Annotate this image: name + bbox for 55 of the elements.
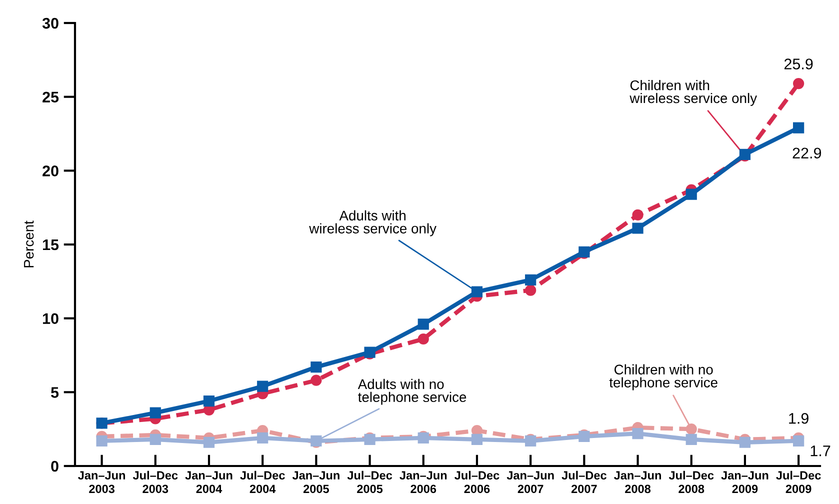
point <box>471 434 483 445</box>
y-tick-label: 5 <box>51 387 59 398</box>
point <box>471 286 483 298</box>
point <box>793 435 804 446</box>
data-label: 1.9 <box>789 412 808 424</box>
point <box>257 380 268 392</box>
y-tick-label: 0 <box>51 460 58 472</box>
data-label: 25.9 <box>784 58 813 70</box>
x-tick-label: Jul–Dec 2008 <box>668 470 714 494</box>
point <box>310 374 322 386</box>
point <box>632 222 644 234</box>
y-tick-label: 30 <box>42 18 58 29</box>
x-tick-label: Jan–Jun 2005 <box>292 471 340 494</box>
x-tick-label: Jan–Jun 2007 <box>506 471 554 494</box>
x-tick-label: Jul–Dec 2004 <box>240 470 285 494</box>
point <box>96 435 108 446</box>
y-tick-label: 20 <box>42 166 58 176</box>
y-tick-label: 15 <box>43 240 59 250</box>
text: Adults with no telephone service <box>358 378 466 405</box>
point <box>257 432 268 444</box>
point <box>793 78 804 90</box>
point <box>525 284 536 296</box>
x-tick-label: Jul–Dec 2007 <box>562 470 606 494</box>
data-label: 1.7 <box>810 446 830 456</box>
x-tick-label: Jan–Jun 2003 <box>78 471 126 494</box>
x-tick-label: Jan–Jun 2004 <box>185 471 232 494</box>
point <box>525 274 536 286</box>
point <box>418 333 429 345</box>
point <box>203 436 215 448</box>
point <box>686 424 697 435</box>
point <box>310 362 322 373</box>
point <box>632 209 644 221</box>
y-tick-label: 25 <box>42 92 59 103</box>
x-tick-label: Jan–Jun 2009 <box>721 471 768 494</box>
x-tick-label: Jan–Jun 2008 <box>614 471 661 494</box>
data-label: 22.9 <box>792 148 822 159</box>
point <box>686 434 697 445</box>
point <box>686 188 697 200</box>
x-tick-label: Jan–Jun 2006 <box>400 471 447 494</box>
x-tick-label: Jul–Dec 2003 <box>132 470 178 494</box>
text: Adults with wireless service only <box>309 210 436 236</box>
text: Children with no telephone service <box>609 364 718 390</box>
point <box>418 318 429 330</box>
x-tick-label: Jul–Dec 2005 <box>347 470 392 494</box>
point <box>739 436 751 448</box>
point <box>632 428 644 440</box>
point <box>203 395 215 407</box>
series-label: Children with wireless service only <box>630 80 758 106</box>
x-tick-label: Jul–Dec 2009 <box>776 470 821 494</box>
point <box>150 434 161 445</box>
point <box>793 122 804 134</box>
y-axis-title: Percent <box>24 220 34 268</box>
point <box>150 407 161 418</box>
x-tick-label: Jul–Dec 2006 <box>454 470 500 494</box>
y-tick-label: 10 <box>43 313 58 324</box>
